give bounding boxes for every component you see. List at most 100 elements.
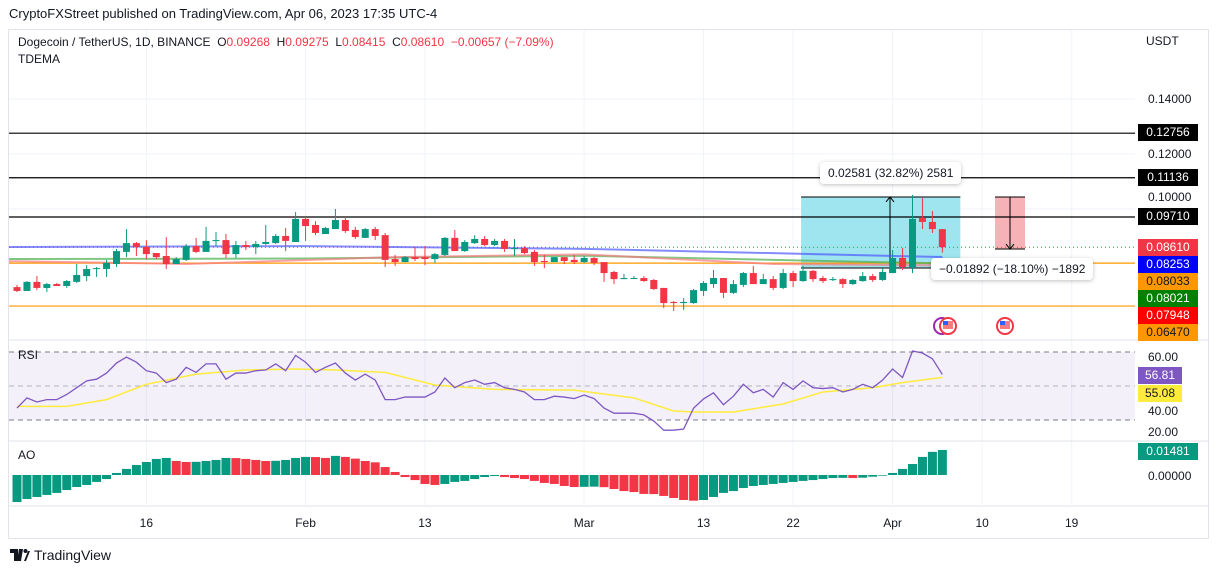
candle-down xyxy=(341,220,349,231)
price-badge: 0.08610 xyxy=(1138,239,1198,256)
price-badge: 0.08033 xyxy=(1138,273,1198,290)
candle-up xyxy=(889,257,897,274)
candle-up xyxy=(461,242,469,252)
candle-up xyxy=(729,284,737,293)
candle-down xyxy=(411,257,419,260)
candle-up xyxy=(879,271,887,280)
rsi-ma-line xyxy=(17,368,943,413)
ao-bar xyxy=(251,459,261,475)
symbol-name[interactable]: Dogecoin / TetherUS, 1D, BINANCE xyxy=(18,35,211,49)
candle-down xyxy=(142,246,150,255)
brand-name: TradingView xyxy=(34,547,112,563)
ao-bar xyxy=(201,460,211,475)
ao-bar xyxy=(22,475,32,499)
price-tick: 0.14000 xyxy=(1148,92,1192,106)
time-axis-label: Apr xyxy=(883,516,902,530)
rsi-pane-label[interactable]: RSI xyxy=(18,348,39,362)
candle-down xyxy=(590,257,598,263)
ao-bar xyxy=(360,460,370,475)
candle-up xyxy=(779,273,787,288)
candle-down xyxy=(660,287,668,304)
ao-bar xyxy=(718,475,728,493)
candle-up xyxy=(580,257,588,263)
ao-bar xyxy=(320,457,330,475)
ema-line xyxy=(9,245,943,259)
ao-bar xyxy=(778,475,788,483)
candle-up xyxy=(739,273,747,285)
ao-bar xyxy=(141,461,151,475)
candle-up xyxy=(361,229,369,238)
candle-down xyxy=(899,257,907,268)
indicator-legend-tdema[interactable]: TDEMA xyxy=(18,52,60,66)
ao-bar xyxy=(400,475,410,478)
candle-up xyxy=(710,278,717,285)
ao-bar xyxy=(519,475,529,480)
candle-up xyxy=(331,220,339,230)
candle-down xyxy=(819,278,827,282)
candle-up xyxy=(471,238,479,244)
ao-bar xyxy=(937,449,947,475)
time-axis-label: 16 xyxy=(139,516,154,530)
ao-bar xyxy=(171,460,181,475)
candle-up xyxy=(252,243,260,247)
ao-bar xyxy=(121,468,131,475)
close-value: 0.08610 xyxy=(400,35,445,49)
ao-bar xyxy=(390,471,400,475)
candle-down xyxy=(391,259,399,263)
tradingview-logo[interactable]: TradingView xyxy=(10,547,111,563)
ao-pane-label[interactable]: AO xyxy=(18,448,36,462)
candle-up xyxy=(690,290,698,304)
ao-bar xyxy=(599,475,609,488)
candle-up xyxy=(113,251,120,264)
ao-bar xyxy=(211,459,221,475)
time-axis-label: 19 xyxy=(1065,516,1079,530)
candle-down xyxy=(560,257,568,261)
candle-down xyxy=(421,257,429,260)
ao-bar xyxy=(888,472,898,475)
price-badge: 0.06470 xyxy=(1138,324,1198,341)
candle-down xyxy=(302,218,310,227)
ao-bar xyxy=(52,475,62,493)
candle-down xyxy=(938,229,946,248)
ao-bar xyxy=(549,475,559,484)
ao-bar xyxy=(420,475,430,484)
candle-down xyxy=(13,287,21,291)
candle-up xyxy=(122,243,130,252)
ao-bar xyxy=(529,475,539,481)
ao-bar xyxy=(131,465,141,475)
candle-down xyxy=(222,240,230,255)
candle-down xyxy=(839,279,847,285)
ao-bar xyxy=(788,475,798,482)
candle-up xyxy=(401,257,409,263)
ao-bar xyxy=(151,458,161,475)
candle-up xyxy=(43,284,51,288)
currency-label[interactable]: USDT xyxy=(1146,34,1179,48)
ao-bar xyxy=(659,475,669,496)
ao-bar xyxy=(281,459,291,475)
open-value: 0.09268 xyxy=(226,35,270,49)
us-flag-canton xyxy=(1000,321,1005,325)
candle-up xyxy=(799,270,807,282)
candle-down xyxy=(610,271,618,280)
ao-bar xyxy=(460,475,470,481)
ao-bar xyxy=(440,475,450,484)
ao-bar xyxy=(241,458,251,475)
tradingview-logo-icon xyxy=(10,549,30,561)
candle-down xyxy=(312,224,319,233)
candle-up xyxy=(859,276,867,282)
candle-up xyxy=(620,278,628,280)
price-badge: 0.08253 xyxy=(1138,256,1198,273)
candle-down xyxy=(540,260,548,263)
candle-down xyxy=(520,248,528,253)
ao-bar xyxy=(191,461,201,475)
time-axis-label: Mar xyxy=(573,516,595,530)
time-axis-label: 22 xyxy=(786,516,800,530)
candle-down xyxy=(162,256,170,264)
candle-down xyxy=(371,229,379,236)
ao-bar xyxy=(748,475,758,486)
ao-bar xyxy=(858,475,868,478)
ao-bar xyxy=(669,475,679,498)
rsi-ma-value-badge: 55.08 xyxy=(1138,385,1182,402)
ao-bar xyxy=(868,475,878,477)
